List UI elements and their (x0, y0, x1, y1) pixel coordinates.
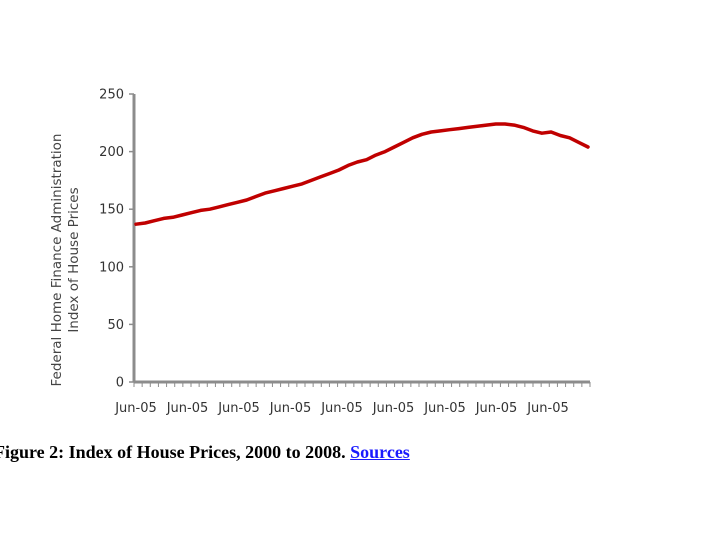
x-tick-label: Jun-05 (526, 401, 569, 416)
y-tick-label: 100 (99, 260, 124, 275)
caption-text: Figure 2: Index of House Prices, 2000 to… (0, 442, 346, 462)
series-line (134, 122, 590, 226)
x-tick-label: Jun-05 (166, 401, 209, 416)
x-tick-label: Jun-05 (320, 401, 363, 416)
x-tick-label: Jun-05 (475, 401, 518, 416)
y-tick-label: 150 (99, 203, 124, 218)
y-tick-label: 250 (99, 88, 124, 103)
y-axis-label: Federal Home Finance Administration Inde… (49, 134, 83, 387)
x-tick-label: Jun-05 (114, 401, 157, 416)
y-tick-label: 200 (99, 145, 124, 160)
x-tick-label: Jun-05 (372, 401, 415, 416)
figure-caption: Figure 2: Index of House Prices, 2000 to… (0, 442, 410, 463)
y-axis-label-line-1: Federal Home Finance Administration (49, 133, 65, 387)
x-tick-label: Jun-05 (217, 401, 260, 416)
y-axis-label-line-2: Index of House Prices (66, 187, 82, 333)
y-tick-label: 50 (107, 318, 124, 333)
y-tick-label: 0 (116, 376, 124, 391)
x-tick-label: Jun-05 (423, 401, 466, 416)
x-tick-label: Jun-05 (269, 401, 312, 416)
sources-link[interactable]: Sources (350, 442, 410, 462)
